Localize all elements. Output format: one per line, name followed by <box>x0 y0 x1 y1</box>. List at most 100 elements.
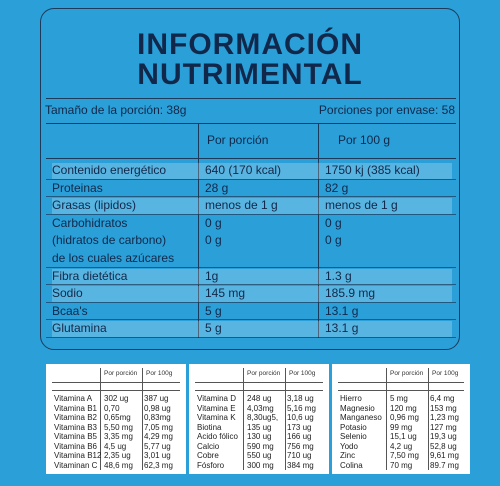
micro-per-100g: 5,77 ug <box>144 441 171 451</box>
title-line-1: INFORMACIÓN <box>137 28 363 61</box>
per-100g-value: menos de 1 g <box>325 198 398 213</box>
row-divider <box>46 337 456 338</box>
nutrition-row: Proteinas 28 g 82 g <box>52 181 452 197</box>
micro-per-100g: 1,23 mg <box>430 413 459 422</box>
serving-size: Tamaño de la porción: 38g <box>45 103 187 117</box>
micro-column-divider <box>100 368 101 470</box>
micronutrient-name: Hierro <box>340 394 362 403</box>
row-divider <box>46 284 456 286</box>
micronutrient-row: Calcio 590 mg 756 mg <box>197 442 325 452</box>
micro-header-per-serving: Por porción <box>390 370 424 377</box>
micronutrient-row: Acido fólico 130 ug 166 ug <box>197 432 325 442</box>
micro-per-serving: 5,50 mg <box>104 422 133 432</box>
micro-header-per-100g: Por 100g <box>432 370 459 377</box>
micro-per-serving: 590 mg <box>247 441 274 451</box>
micro-per-100g: 3,01 ug <box>144 451 171 460</box>
divider <box>46 123 456 124</box>
row-divider <box>46 266 456 268</box>
micro-per-100g: 9,61 mg <box>430 451 459 460</box>
row-divider <box>46 319 456 321</box>
per-100g-value: 82 g <box>325 180 349 195</box>
micronutrient-row: Biotina 135 ug 173 ug <box>197 423 325 433</box>
micronutrient-table-2: Por porción Por 100g Vitamina D 248 ug 3,18 … <box>189 364 329 474</box>
micronutrient-name: Vitamina B12 <box>54 451 102 460</box>
micronutrient-row: Selenio 15,1 ug 19,3 ug <box>340 432 466 442</box>
per-serving-value: 0 g <box>205 215 222 230</box>
micro-column-divider <box>243 368 244 470</box>
micronutrient-name: Vitamina B3 <box>54 422 97 432</box>
nutrition-row: Sodio 145 mg 185.9 mg <box>52 286 452 303</box>
divider <box>46 158 456 159</box>
micro-per-serving: 550 ug <box>247 451 272 460</box>
micronutrient-row: Vitamina B3 5,50 mg 7,05 mg <box>54 423 182 433</box>
micro-per-100g: 384 mg <box>287 460 314 470</box>
micronutrient-row: Vitamina B12 2,35 ug 3,01 ug <box>54 451 182 461</box>
per-serving-value: 640 (170 kcal) <box>205 163 282 177</box>
nutrient-name: Grasas (lipidos) <box>52 198 137 213</box>
micro-column-divider <box>428 368 429 470</box>
micronutrient-row: Cobre 550 ug 710 ug <box>197 451 325 461</box>
micro-per-100g: 710 ug <box>287 451 312 460</box>
nutrient-name: Fibra dietética <box>52 268 128 283</box>
micro-per-100g: 387 ug <box>144 394 169 403</box>
micro-rule <box>52 382 180 383</box>
micro-column-divider <box>386 368 387 470</box>
micro-rule <box>338 382 464 383</box>
micro-per-100g: 0,98 ug <box>144 403 171 413</box>
nutrition-row: (hidratos de carbono) 0 g 0 g <box>52 233 452 249</box>
micro-per-100g: 19,3 ug <box>430 432 457 441</box>
micro-rule <box>52 390 180 391</box>
micro-per-serving: 302 ug <box>104 394 129 403</box>
micro-per-serving: 0,70 <box>104 403 120 413</box>
micronutrient-name: Calcio <box>197 441 220 451</box>
micro-per-100g: 5,16 mg <box>287 403 316 413</box>
nutrient-name: Glutamina <box>52 321 107 336</box>
micro-header-per-serving: Por porción <box>247 370 281 377</box>
micronutrient-table-3: Por porción Por 100g Hierro 5 mg 6,4 mg Magne… <box>332 364 470 474</box>
micronutrient-name: Vitamina B2 <box>54 413 97 422</box>
micronutrient-name: Acido fólico <box>197 432 238 441</box>
servings-per-container: Porciones por envase: 58 <box>318 103 455 117</box>
micronutrient-row: Hierro 5 mg 6,4 mg <box>340 394 466 404</box>
micro-rule <box>195 382 323 383</box>
micronutrient-name: Vitamina K <box>197 413 236 422</box>
micro-per-100g: 0,83mg <box>144 413 171 422</box>
micronutrient-row: Vitaminan C 48,6 mg 62,3 mg <box>54 461 182 471</box>
micronutrient-row: Vitamina E 4,03mg 5,16 mg <box>197 404 325 414</box>
micronutrient-name: Zinc <box>340 451 356 460</box>
nutrient-name: Bcaa's <box>52 303 88 318</box>
per-serving-value: 1g <box>205 268 219 283</box>
micro-rows: Hierro 5 mg 6,4 mg Magnesio 120 mg 153 mg Mang… <box>340 394 466 470</box>
micronutrient-name: Vitamina A <box>54 394 93 403</box>
micro-per-serving: 4,5 ug <box>104 441 127 451</box>
micro-column-divider <box>142 368 143 470</box>
per-100g-value: 1.3 g <box>325 268 352 283</box>
micronutrient-name: Selenio <box>340 432 367 441</box>
nutrition-row: de los cuales azúcares <box>52 251 452 267</box>
micronutrient-name: Colina <box>340 460 363 470</box>
micronutrient-name: Vitamina B1 <box>54 403 97 413</box>
micronutrient-row: Manganeso 0,96 mg 1,23 mg <box>340 413 466 423</box>
micro-per-serving: 5 mg <box>390 394 408 403</box>
nutrition-row: Fibra dietética 1g 1.3 g <box>52 268 452 285</box>
nutrient-name: Carbohidratos <box>52 215 128 230</box>
micro-per-serving: 120 mg <box>390 403 417 413</box>
row-divider <box>46 301 456 303</box>
micronutrient-row: Vitamina B1 0,70 0,98 ug <box>54 404 182 414</box>
per-serving-value: 5 g <box>205 303 222 318</box>
divider <box>46 98 456 99</box>
micro-per-serving: 300 mg <box>247 460 274 470</box>
micro-per-serving: 130 ug <box>247 432 272 441</box>
micro-rule <box>195 390 323 391</box>
micro-per-100g: 166 ug <box>287 432 312 441</box>
micronutrient-row: Vitamina B5 3,35 mg 4,29 mg <box>54 432 182 442</box>
column-header-per-serving: Por porción <box>207 133 269 147</box>
micronutrient-row: Vitamina B6 4,5 ug 5,77 ug <box>54 442 182 452</box>
micro-per-serving: 2,35 ug <box>104 451 131 460</box>
per-100g-value: 1750 kj (385 kcal) <box>325 163 420 177</box>
micro-rule <box>338 390 464 391</box>
micro-per-100g: 3,18 ug <box>287 394 314 403</box>
micro-per-100g: 173 ug <box>287 422 312 432</box>
micronutrient-row: Vitamina K 8,30ug5, 10,6 ug <box>197 413 325 423</box>
nutrition-row: Glutamina 5 g 13.1 g <box>52 321 452 338</box>
